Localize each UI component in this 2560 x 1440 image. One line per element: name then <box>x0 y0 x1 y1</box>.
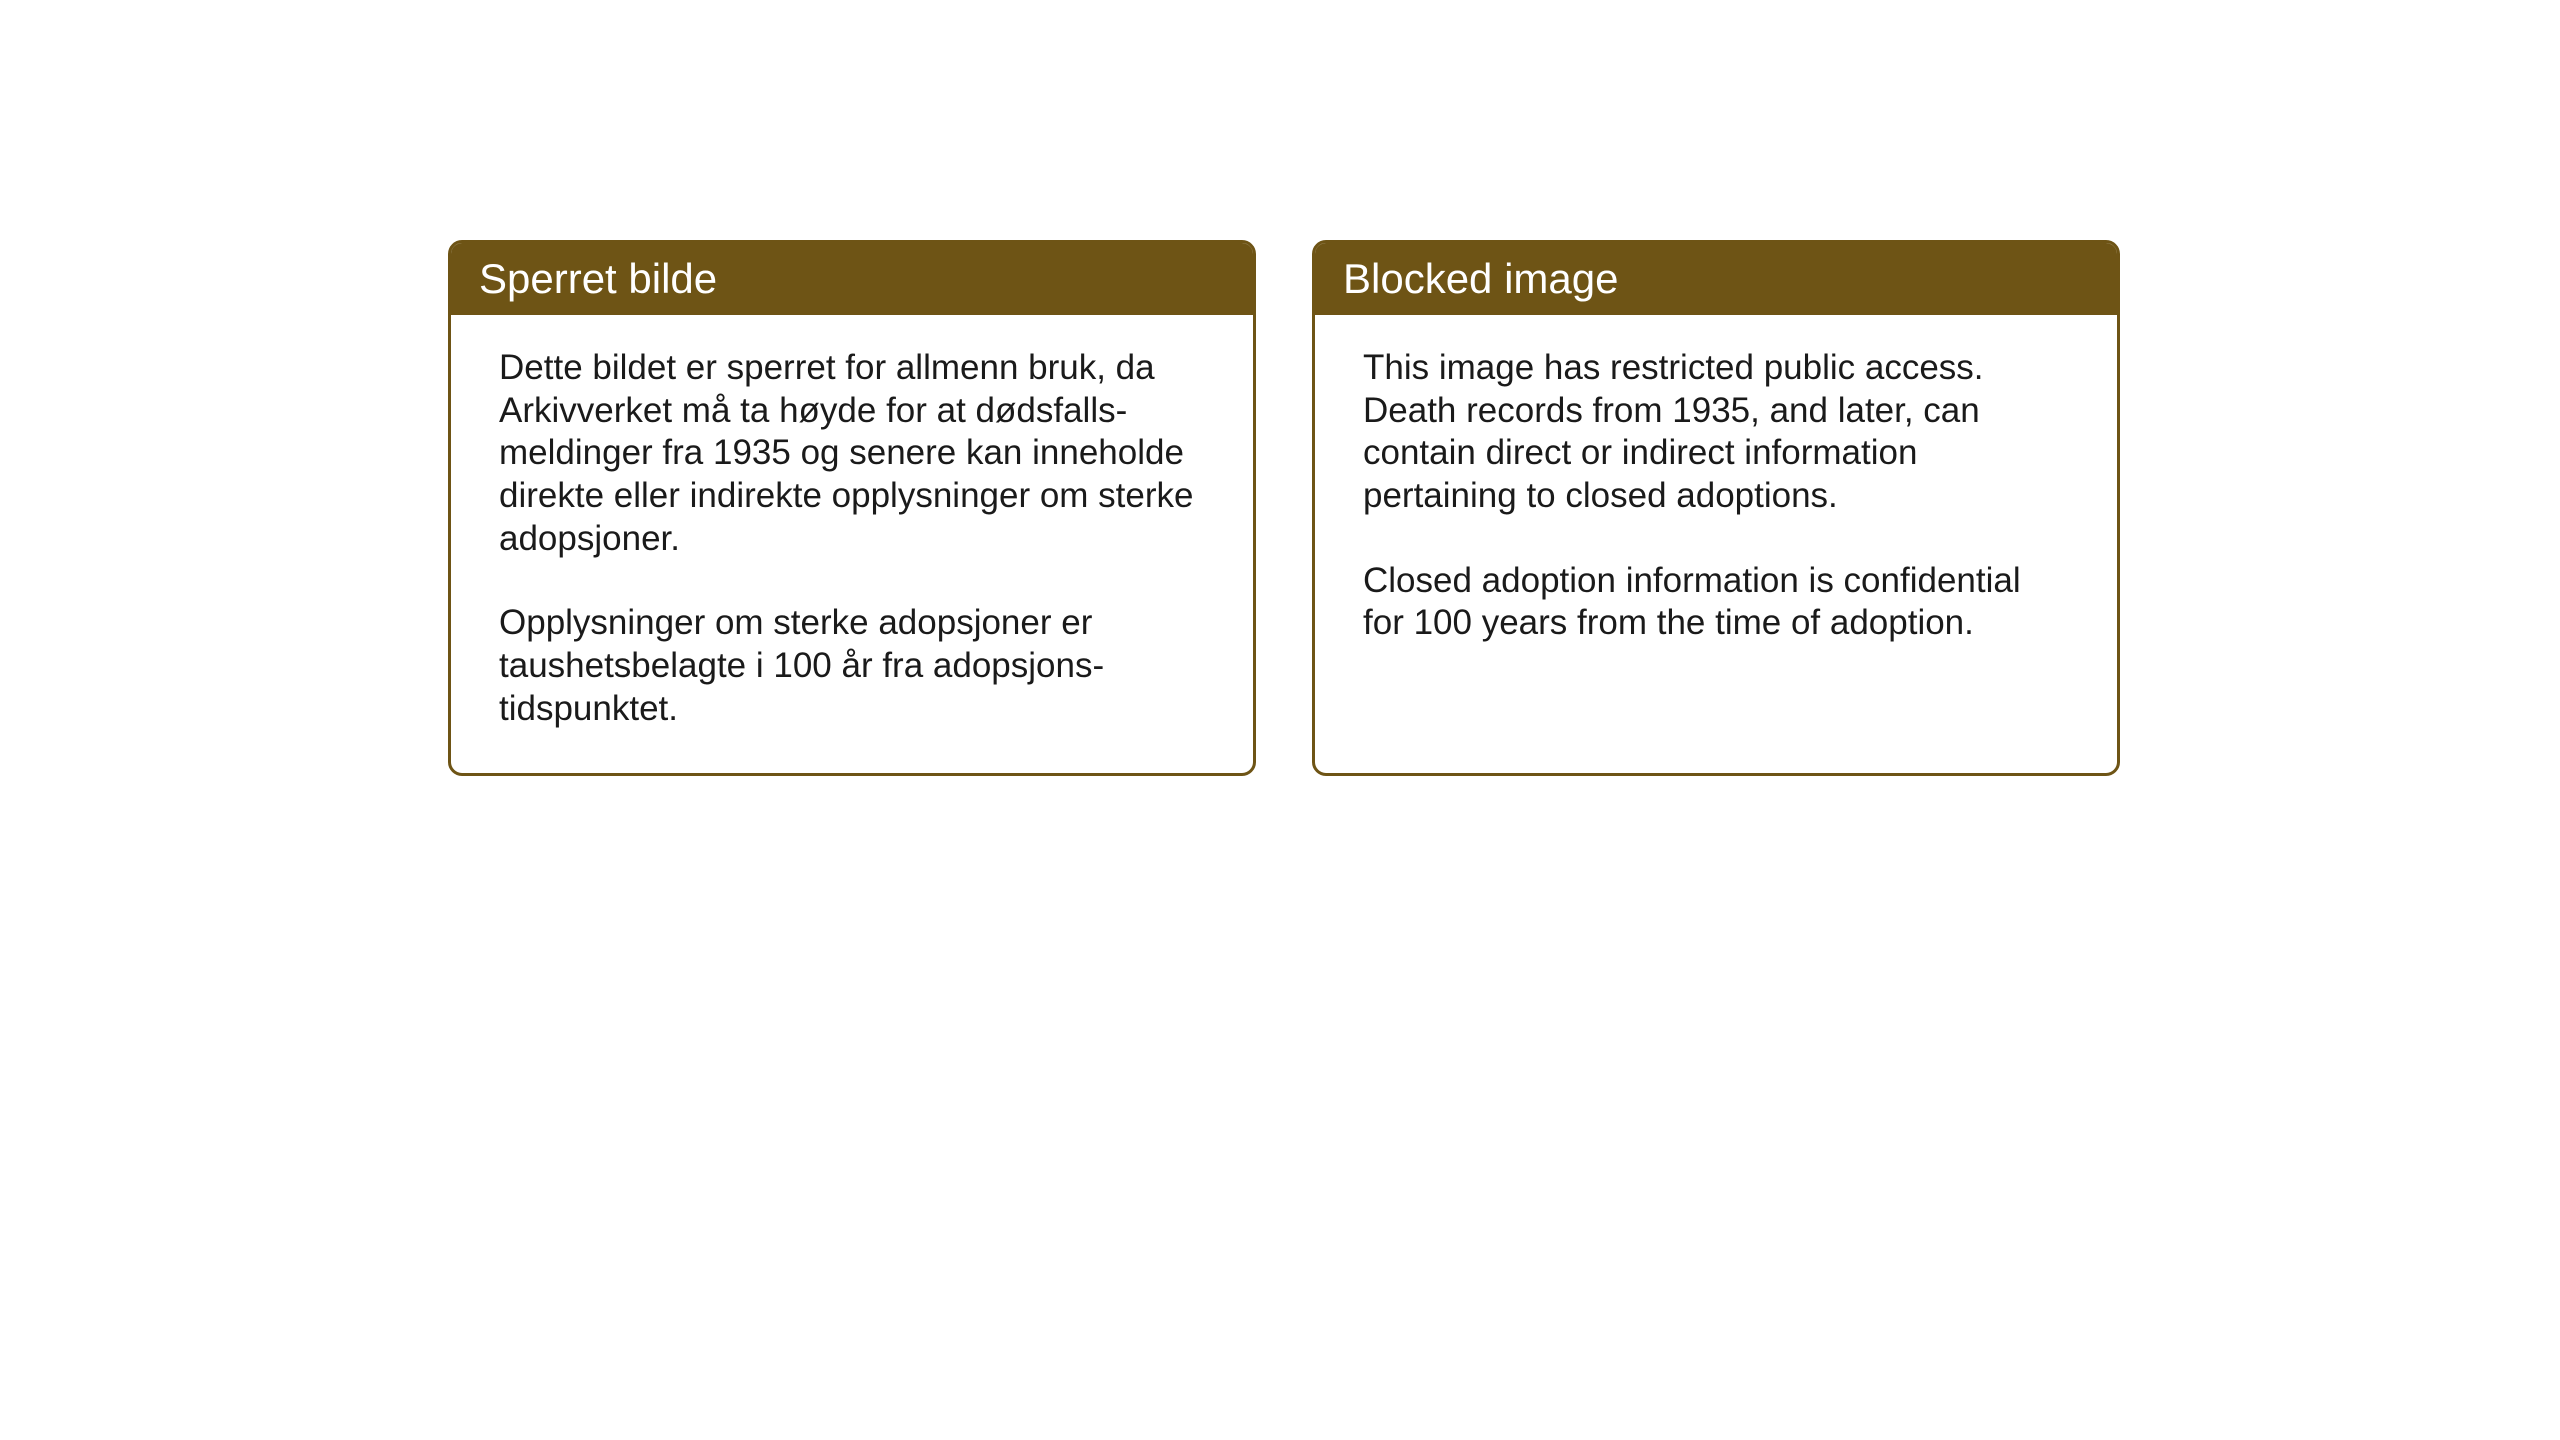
norwegian-paragraph-1: Dette bildet er sperret for allmenn bruk… <box>499 347 1205 560</box>
norwegian-card-title: Sperret bilde <box>451 243 1253 315</box>
notice-container: Sperret bilde Dette bildet er sperret fo… <box>448 240 2120 776</box>
norwegian-card: Sperret bilde Dette bildet er sperret fo… <box>448 240 1256 776</box>
english-card-body: This image has restricted public access.… <box>1315 315 2117 687</box>
norwegian-card-body: Dette bildet er sperret for allmenn bruk… <box>451 315 1253 773</box>
english-card-title: Blocked image <box>1315 243 2117 315</box>
norwegian-paragraph-2: Opplysninger om sterke adopsjoner er tau… <box>499 602 1205 730</box>
english-card: Blocked image This image has restricted … <box>1312 240 2120 776</box>
english-paragraph-2: Closed adoption information is confident… <box>1363 560 2069 645</box>
english-paragraph-1: This image has restricted public access.… <box>1363 347 2069 518</box>
